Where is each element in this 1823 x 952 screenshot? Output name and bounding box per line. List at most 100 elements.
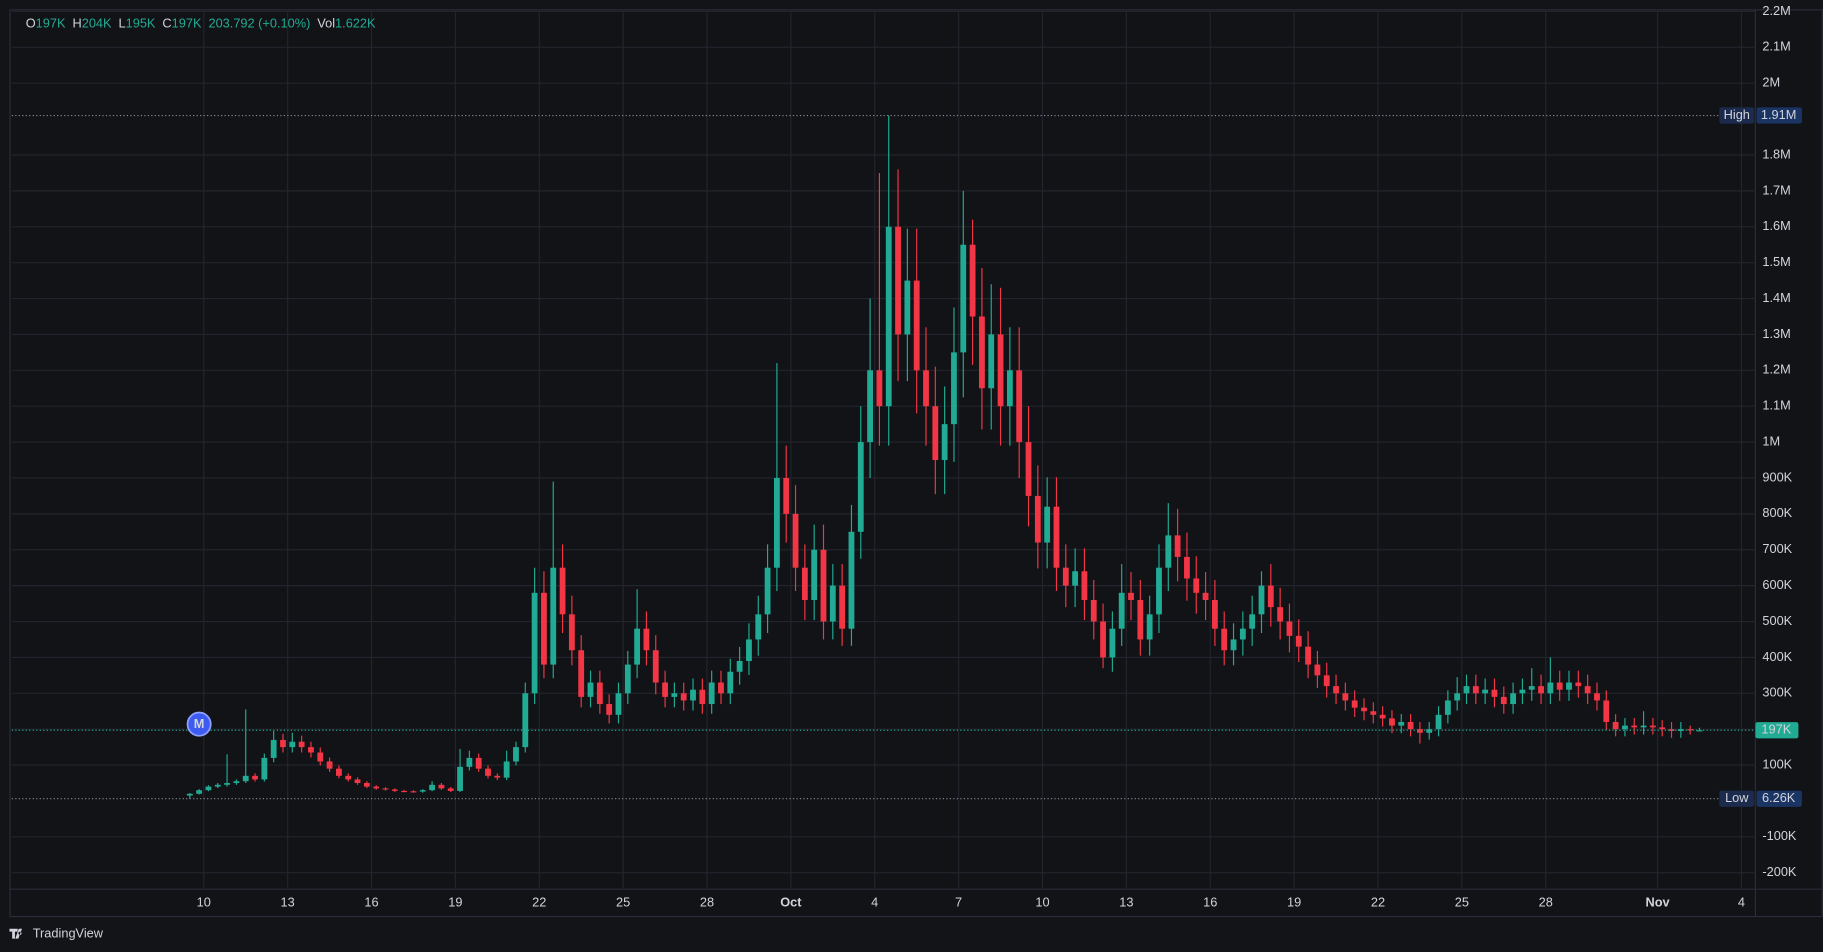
candle-body	[1342, 693, 1349, 701]
candle-body	[801, 567, 808, 600]
x-tick-label: 4	[1738, 895, 1745, 910]
last-price-label: 197K	[1761, 722, 1791, 737]
candle-body	[1081, 571, 1088, 600]
candle-body	[447, 788, 454, 791]
candle-body	[1389, 718, 1395, 726]
candle-body	[186, 793, 193, 796]
candle-body	[923, 370, 929, 407]
candle-body	[345, 775, 352, 780]
candle-body	[1603, 700, 1610, 723]
y-tick-label: 1.5M	[1762, 254, 1790, 269]
candle-body	[1323, 675, 1330, 687]
candle-body	[1519, 689, 1526, 694]
candle-body	[1156, 567, 1162, 615]
x-tick-label: 7	[955, 895, 962, 910]
candle-body	[1128, 592, 1134, 600]
x-tick-label: 28	[700, 895, 714, 910]
candle-body	[1510, 693, 1517, 705]
candle-body	[438, 784, 445, 789]
candle-body	[568, 614, 575, 651]
x-tick-label: 22	[532, 895, 546, 910]
y-tick-label: 400K	[1762, 649, 1792, 664]
candle-body	[848, 531, 855, 629]
candle-body	[1444, 700, 1451, 715]
open-value: 197K	[36, 16, 66, 31]
candle-body	[1677, 729, 1684, 731]
candle-body	[1398, 722, 1405, 726]
candle-body	[429, 784, 436, 791]
y-tick-label: 1.7M	[1762, 182, 1790, 197]
candle-body	[755, 614, 762, 640]
candle-body	[1482, 689, 1489, 694]
candle-body	[1491, 689, 1498, 697]
close-value: 197K	[172, 16, 202, 31]
x-tick-label: Nov	[1645, 895, 1670, 910]
candle-body	[252, 775, 258, 780]
x-tick-label: 10	[1035, 895, 1049, 910]
candle-body	[559, 567, 566, 615]
y-tick-label: -100K	[1762, 828, 1797, 843]
candle-body	[652, 650, 659, 683]
candle-body	[1025, 442, 1032, 496]
candle-body	[466, 757, 473, 767]
candle-body	[1631, 725, 1638, 728]
candle-body	[1575, 682, 1582, 687]
candle-body	[1696, 730, 1703, 732]
candle-body	[1640, 725, 1647, 728]
candle-body	[391, 789, 398, 791]
candle-body	[1239, 628, 1246, 640]
candle-body	[727, 671, 734, 694]
candle-body	[1314, 664, 1321, 676]
candle-body	[1044, 506, 1051, 543]
y-tick-label: 1.2M	[1762, 362, 1790, 377]
candle-body	[1053, 506, 1060, 568]
candle-body	[1333, 686, 1339, 694]
candle-body	[541, 592, 547, 665]
candle-body	[1500, 696, 1507, 705]
candle-body	[289, 741, 296, 748]
candle-body	[196, 790, 203, 794]
y-tick-label: 1.8M	[1762, 146, 1790, 161]
x-tick-label: Oct	[780, 895, 802, 910]
candle-body	[857, 442, 864, 532]
candle-body	[1100, 621, 1106, 658]
candle-body	[699, 689, 706, 705]
candle-body	[382, 788, 389, 790]
candle-body	[363, 783, 370, 787]
candle-body	[680, 693, 687, 701]
overlay: 2.2M 2.1M 2M 1.8M 1.7M 1.6M 1.5M 1.4M 1.3M 1.2M 1.…	[11, 3, 1802, 910]
candle-body	[1174, 535, 1181, 557]
candle-body	[895, 226, 901, 335]
candle-body	[960, 244, 967, 353]
candle-body	[1193, 578, 1200, 593]
candle-body	[1295, 635, 1302, 647]
candle-body	[1556, 682, 1563, 690]
candle-body	[485, 768, 491, 776]
x-tick-label: 19	[448, 895, 462, 910]
candle-body	[792, 513, 799, 568]
candle-body	[1277, 607, 1284, 622]
candle-body	[811, 549, 818, 600]
candle-body	[587, 682, 594, 697]
candle-body	[718, 682, 724, 694]
candles	[186, 115, 1703, 799]
candle-body	[1566, 682, 1572, 690]
candle-body	[867, 370, 873, 443]
price-box	[1756, 790, 1802, 807]
candle-body	[308, 747, 314, 753]
x-tick-label: 10	[197, 895, 211, 910]
low-label: L	[119, 16, 126, 31]
candle-body	[1528, 686, 1535, 690]
candle-body	[317, 752, 324, 762]
candle-body	[242, 775, 249, 782]
candle-body	[354, 779, 361, 784]
close-label: C	[162, 16, 171, 31]
candle-body	[1417, 729, 1423, 733]
open-label: O	[26, 16, 36, 31]
candle-body	[1305, 646, 1311, 665]
y-tick-label: 1M	[1762, 433, 1780, 448]
candle-body	[746, 639, 752, 661]
candle-body	[373, 786, 380, 789]
candle-body	[885, 226, 892, 407]
